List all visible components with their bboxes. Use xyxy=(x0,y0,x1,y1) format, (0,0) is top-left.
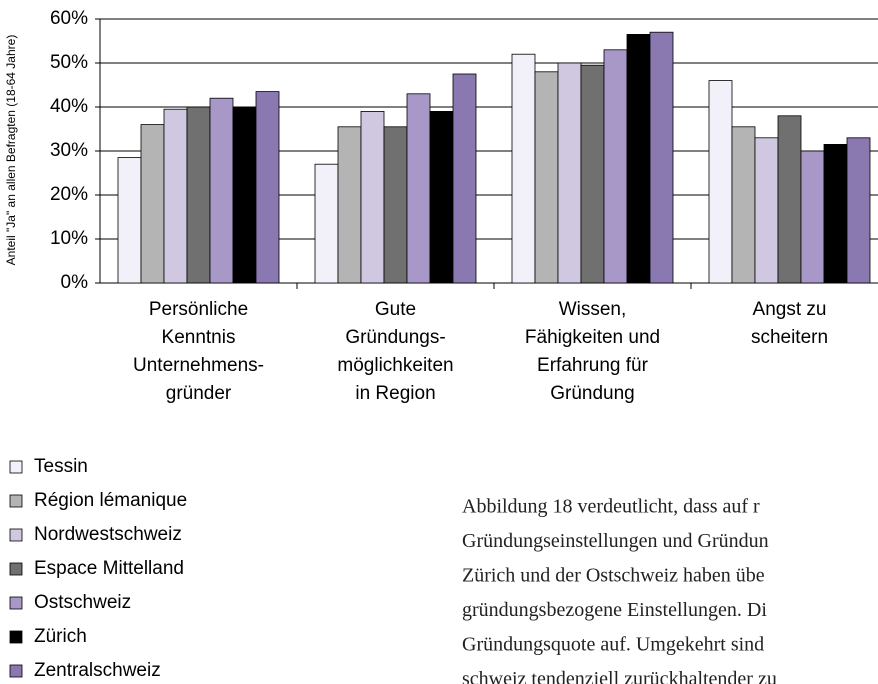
bar xyxy=(580,64,605,284)
bar xyxy=(232,106,257,284)
bar xyxy=(846,137,871,284)
legend-swatch xyxy=(9,596,23,610)
bar xyxy=(511,53,536,284)
bar xyxy=(383,126,408,284)
x-tick-label: Angst zu scheitern xyxy=(751,299,828,348)
legend-label: Zürich xyxy=(34,626,87,647)
y-tick-label: 0% xyxy=(61,272,89,293)
bar xyxy=(800,150,825,284)
bar xyxy=(163,108,188,284)
paragraph-line: Zürich und der Ostschweiz haben übe xyxy=(462,565,765,587)
paragraph-line: gründungsbezogene Einstellungen. Di xyxy=(462,599,767,621)
bar xyxy=(255,91,280,284)
y-axis-label: Anteil "Ja" an allen Befragten (18-64 Ja… xyxy=(4,35,18,266)
legend-swatch xyxy=(9,664,23,678)
paragraph-line: Gründungseinstellungen und Gründun xyxy=(462,530,769,552)
y-tick-label: 40% xyxy=(50,96,88,117)
bar xyxy=(557,62,582,284)
bar xyxy=(649,31,674,284)
bar xyxy=(140,124,165,284)
bar xyxy=(777,115,802,284)
bar xyxy=(360,111,385,284)
legend-label: Ostschweiz xyxy=(34,592,131,613)
paragraph-line: Gründungsquote auf. Umgekehrt sind xyxy=(462,634,764,656)
legend-label: Zentralschweiz xyxy=(34,660,161,681)
x-tick-label: Gute Gründungs-möglichkeiten in Region xyxy=(337,299,453,404)
x-tick-label: Wissen, Fähigkeiten und Erfahrung für Gründ… xyxy=(525,299,660,404)
legend-swatch xyxy=(9,494,23,508)
bar xyxy=(603,49,628,284)
bar xyxy=(823,143,848,284)
bar xyxy=(209,97,234,284)
bar xyxy=(626,34,651,284)
y-tick-label: 60% xyxy=(50,8,88,29)
bar xyxy=(731,126,756,284)
legend-swatch xyxy=(9,562,23,576)
legend-swatch xyxy=(9,460,23,474)
bar xyxy=(117,157,142,284)
bar xyxy=(708,80,733,284)
legend-label: Région lémanique xyxy=(34,490,187,511)
legend-label: Nordwestschweiz xyxy=(34,524,182,545)
y-tick-label: 30% xyxy=(50,140,88,161)
y-tick-label: 10% xyxy=(50,228,88,249)
bar xyxy=(186,106,211,284)
x-tick-label: Persönliche Kenntnis Unternehmens-gründer xyxy=(133,299,264,404)
paragraph-line: schweiz tendenziell zurückhaltender zu xyxy=(462,668,777,684)
legend-label: Espace Mittelland xyxy=(34,558,184,579)
bar xyxy=(452,73,477,284)
bar xyxy=(314,163,339,284)
paragraph-line: Abbildung 18 verdeutlicht, dass auf r xyxy=(462,496,760,518)
legend-swatch xyxy=(9,630,23,644)
legend-swatch xyxy=(9,528,23,542)
bar xyxy=(406,93,431,284)
bar xyxy=(534,71,559,284)
bar xyxy=(754,137,779,284)
bar xyxy=(337,126,362,284)
bar xyxy=(429,111,454,284)
y-tick-label: 20% xyxy=(50,184,88,205)
y-tick-label: 50% xyxy=(50,52,88,73)
legend-label: Tessin xyxy=(34,456,88,477)
